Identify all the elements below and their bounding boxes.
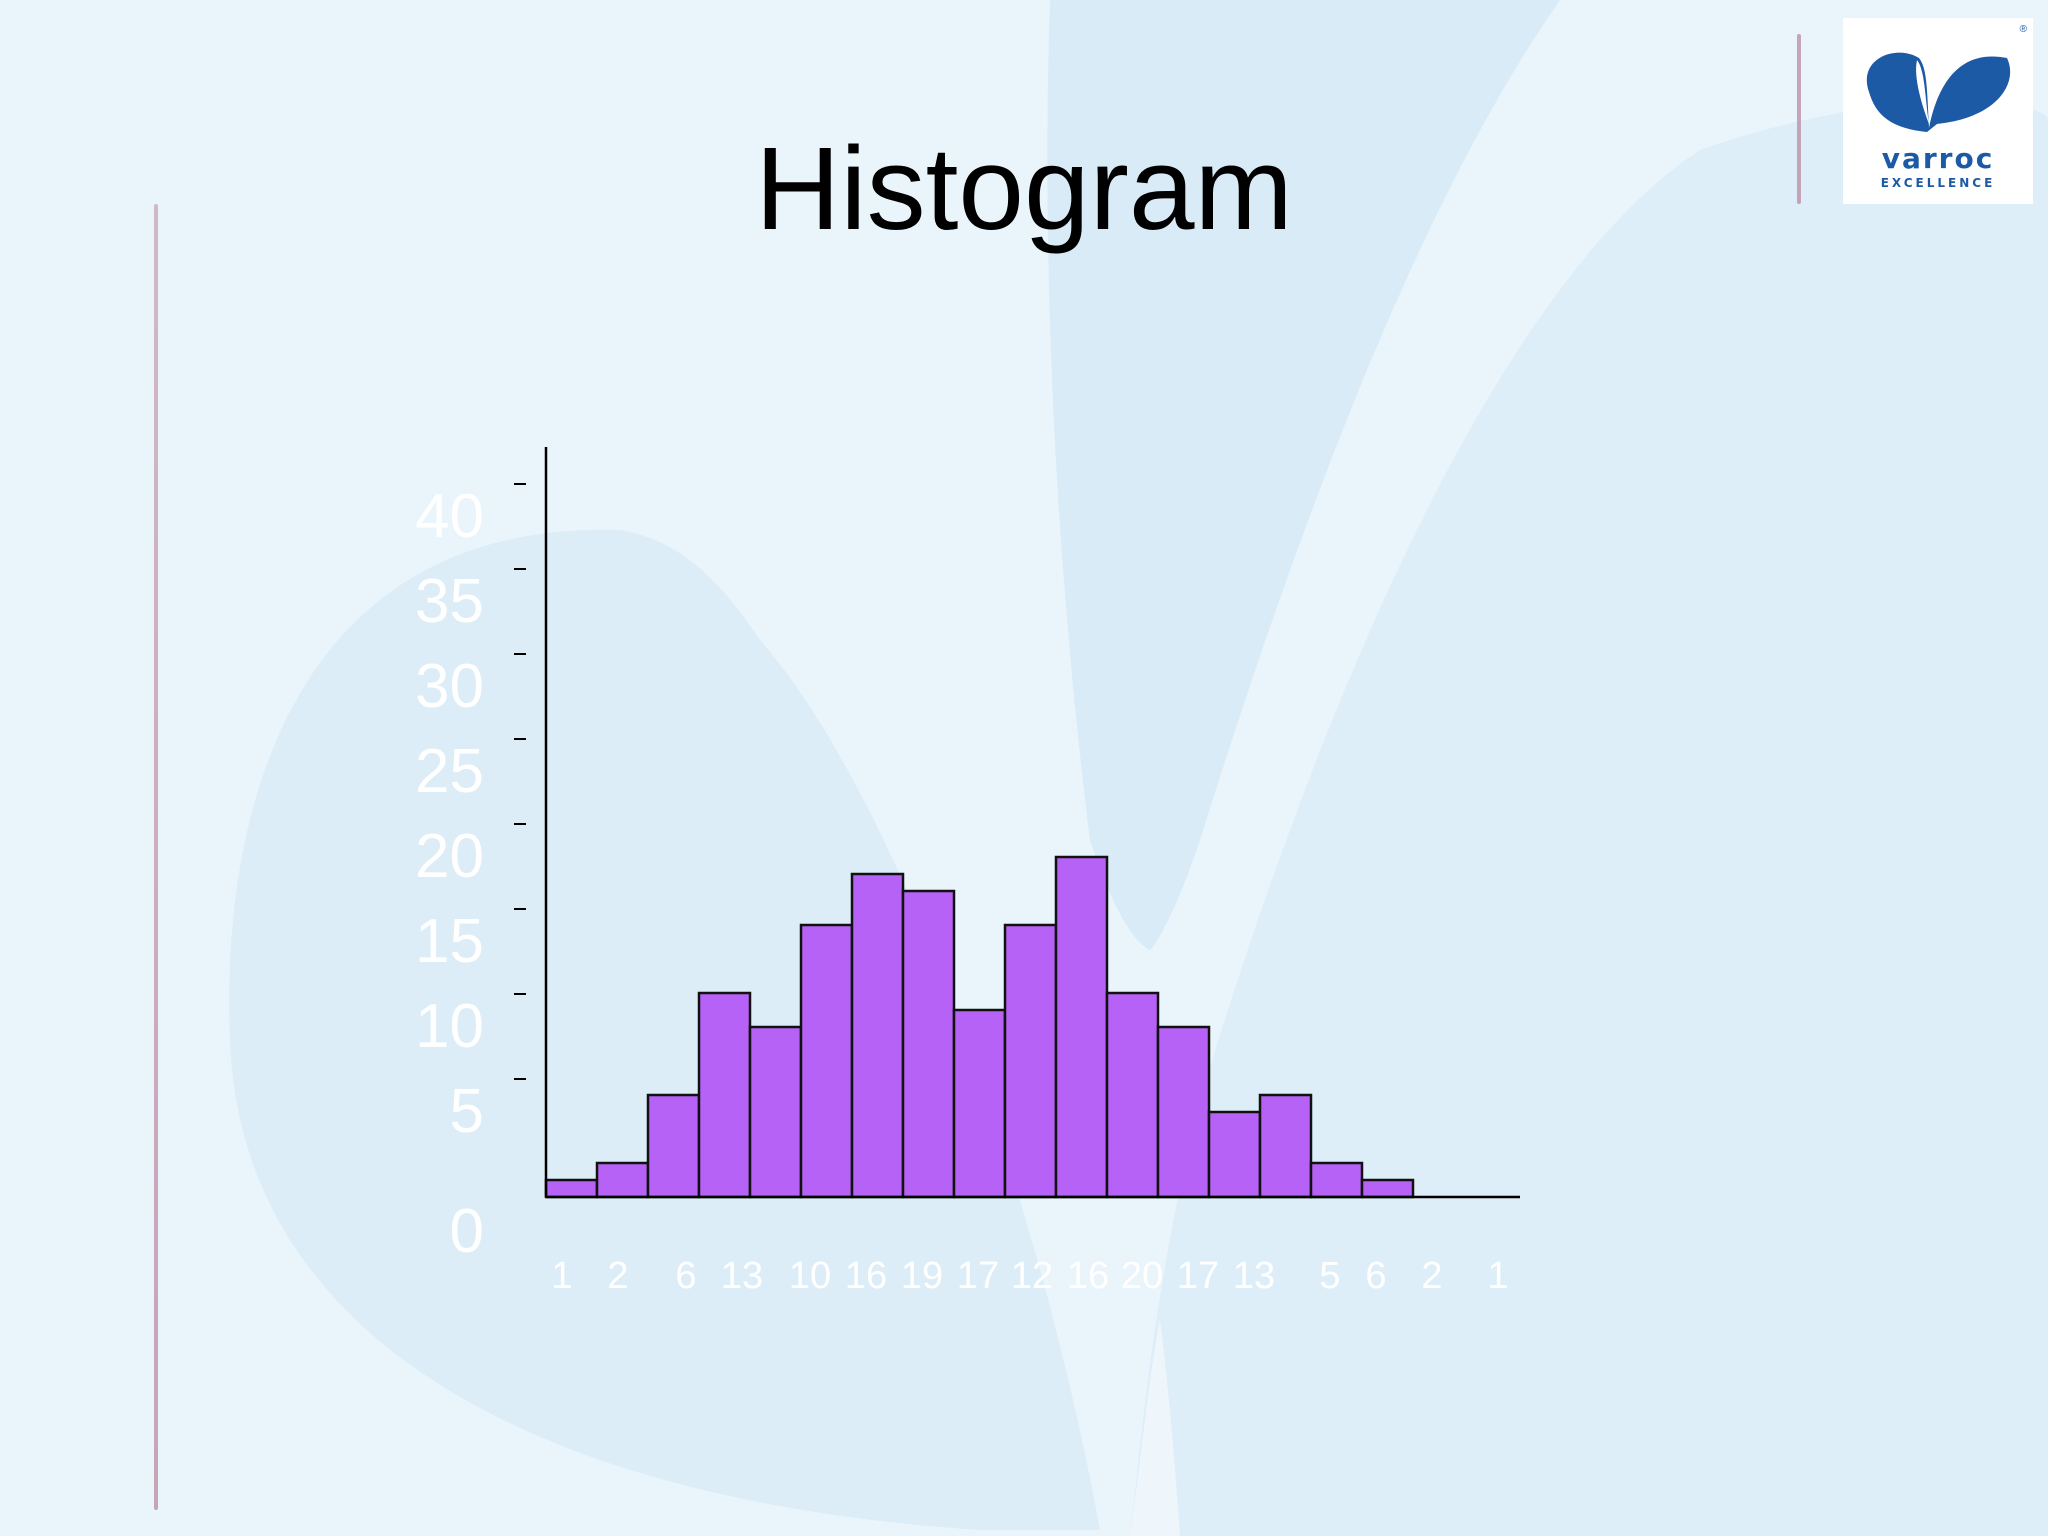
y-tick-label: 15 — [415, 907, 484, 976]
x-tick-label: 2 — [607, 1255, 628, 1297]
y-axis-ticks: 0 5 10 15 20 25 30 35 40 — [415, 482, 526, 1266]
x-tick-label: 20 — [1121, 1255, 1163, 1297]
histogram-bar — [544, 1178, 599, 1199]
x-tick-label: 19 — [901, 1255, 943, 1297]
bars-group — [544, 855, 1415, 1199]
x-tick-label: 16 — [845, 1255, 887, 1297]
x-tick-label: 12 — [1011, 1255, 1053, 1297]
varroc-logo: varroc EXCELLENCE ® — [1843, 18, 2033, 204]
x-tick-label: 17 — [1177, 1255, 1219, 1297]
x-tick-label: 2 — [1421, 1255, 1442, 1297]
x-tick-label: 13 — [1233, 1255, 1275, 1297]
x-tick-label: 10 — [789, 1255, 831, 1297]
histogram-bar — [799, 923, 854, 1199]
y-tick-label: 25 — [415, 737, 484, 806]
left-divider-line — [154, 204, 158, 1510]
x-tick-label: 5 — [1319, 1255, 1340, 1297]
logo-wordmark: varroc — [1881, 142, 1995, 175]
y-tick-label: 20 — [415, 822, 484, 891]
y-tick-label: 30 — [415, 652, 484, 721]
y-tick-label: 5 — [450, 1077, 484, 1146]
logo-tagline: EXCELLENCE — [1880, 176, 1996, 190]
histogram-bar — [850, 872, 905, 1199]
y-tick-label: 0 — [450, 1197, 484, 1266]
x-tick-label: 1 — [551, 1255, 572, 1297]
y-tick-label: 10 — [415, 992, 484, 1061]
histogram-bar — [595, 1161, 650, 1199]
varroc-emblem-icon — [1866, 52, 2011, 132]
x-tick-label: 16 — [1067, 1255, 1109, 1297]
histogram-bar — [748, 1025, 803, 1199]
histogram-bar — [697, 991, 752, 1199]
histogram-bar — [1309, 1161, 1364, 1199]
histogram-bar — [1156, 1025, 1211, 1199]
histogram-bar — [1105, 991, 1160, 1199]
histogram-bar — [1054, 855, 1109, 1199]
right-divider-line — [1797, 34, 1801, 204]
histogram-bar — [1258, 1093, 1313, 1199]
x-tick-label: 1 — [1487, 1255, 1508, 1297]
slide-title: Histogram — [755, 123, 1293, 255]
histogram-bar — [1360, 1178, 1415, 1199]
histogram-bar — [1207, 1110, 1262, 1199]
histogram-bar — [1003, 923, 1058, 1199]
histogram-bar — [646, 1093, 701, 1199]
x-tick-label: 6 — [675, 1255, 696, 1297]
y-tick-label: 40 — [415, 482, 484, 551]
histogram-bar — [901, 889, 956, 1199]
x-tick-label: 13 — [721, 1255, 763, 1297]
y-tick-label: 35 — [415, 567, 484, 636]
histogram-bar — [952, 1008, 1007, 1199]
x-tick-label: 17 — [957, 1255, 999, 1297]
x-tick-label: 6 — [1365, 1255, 1386, 1297]
x-axis-labels: 1 2 6 13 10 16 19 17 12 16 20 17 13 5 6 2 1 — [551, 1255, 1508, 1297]
registered-mark: ® — [2019, 24, 2027, 35]
